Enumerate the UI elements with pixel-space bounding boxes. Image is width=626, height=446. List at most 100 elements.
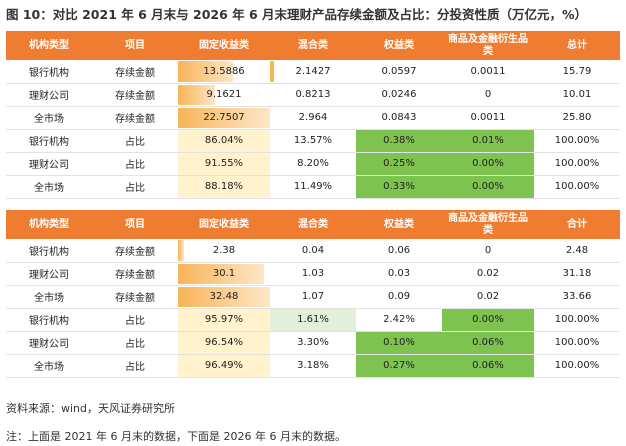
mixed-value: 13.57% [293,135,333,146]
cell-item: 存续金额 [92,239,178,263]
table-row: 理财公司 占比 96.54% 3.30% 0.10% 0.06% 100.00% [6,331,620,355]
mixed-value: 2.1427 [295,65,331,77]
cell-item: 存续金额 [92,262,178,286]
fixed-income-value: 2.38 [212,244,236,256]
fixed-income-value: 30.1 [212,268,236,279]
cell-fixed-income: 88.18% [178,175,270,199]
fixed-income-value: 22.7507 [203,112,245,123]
cell-total: 100.00% [534,308,620,332]
cell-mixed: 3.30% [270,331,356,355]
table-row: 理财公司 存续金额 9.1621 0.8213 0.0246 0 10.01 [6,83,620,107]
col-header-fixed: 固定收益类 [178,210,270,239]
cell-item: 占比 [92,152,178,176]
cell-commodity: 0.00% [442,308,534,332]
cell-total: 31.18 [534,262,620,286]
table-2026: 机构类型 项目 固定收益类 混合类 权益类 商品及金融衍生品类 合计 银行机构存… [6,210,620,378]
cell-commodity: 0.0011 [442,106,534,130]
cell-fixed-income: 22.7507 [178,106,270,130]
cell-commodity: 0.02 [442,285,534,309]
cell-fixed-income: 96.49% [178,354,270,378]
mixed-databar [270,61,274,82]
cell-mixed: 2.1427 [270,60,356,84]
mixed-value: 0.8213 [295,89,331,100]
cell-total: 25.80 [534,106,620,130]
cell-total: 100.00% [534,175,620,199]
fixed-income-databar [178,286,270,307]
mixed-value: 3.18% [297,360,329,371]
cell-item: 占比 [92,354,178,378]
table-row: 全市场 存续金额 22.7507 2.964 0.0843 0.0011 25.80 [6,106,620,130]
fixed-income-databar [178,84,215,105]
cell-fixed-income: 13.5886 [178,60,270,84]
mixed-value: 0.04 [301,244,325,256]
col-header-total: 总计 [534,31,620,60]
col-header-item: 项目 [92,31,178,60]
table-row: 全市场 占比 96.49% 3.18% 0.27% 0.06% 100.00% [6,354,620,378]
fixed-income-databar [178,61,234,82]
mixed-value: 2.964 [298,112,328,123]
table-row: 理财公司 存续金额 30.1 1.03 0.03 0.02 31.18 [6,262,620,286]
cell-commodity: 0.01% [442,129,534,153]
cell-total: 10.01 [534,83,620,107]
cell-item: 存续金额 [92,60,178,84]
cell-institution: 理财公司 [6,262,92,286]
cell-equity: 0.27% [356,354,442,378]
cell-commodity: 0.06% [442,354,534,378]
mixed-value: 3.30% [297,337,329,348]
cell-item: 占比 [92,308,178,332]
cell-institution: 理财公司 [6,83,92,107]
cell-mixed: 3.18% [270,354,356,378]
col-header-commodity: 商品及金融衍生品类 [442,31,534,60]
cell-fixed-income: 96.54% [178,331,270,355]
cell-equity: 2.42% [356,308,442,332]
cell-fixed-income: 32.48 [178,285,270,309]
cell-institution: 银行机构 [6,129,92,153]
fixed-income-databar [178,107,270,128]
cell-fixed-income: 91.55% [178,152,270,176]
cell-equity: 0.25% [356,152,442,176]
cell-commodity: 0.00% [442,175,534,199]
cell-institution: 银行机构 [6,60,92,84]
cell-equity: 0.0597 [356,60,442,84]
cell-commodity: 0.02 [442,262,534,286]
table-row: 全市场 占比 88.18% 11.49% 0.33% 0.00% 100.00% [6,175,620,199]
cell-item: 存续金额 [92,83,178,107]
cell-equity: 0.0843 [356,106,442,130]
col-header-mixed: 混合类 [270,31,356,60]
mixed-value: 1.03 [301,268,325,279]
cell-item: 占比 [92,175,178,199]
mixed-value: 1.07 [301,291,325,302]
table-row: 银行机构 存续金额 2.38 0.04 0.06 0 2.48 [6,239,620,263]
cell-mixed: 1.03 [270,262,356,286]
col-header-mixed: 混合类 [270,210,356,239]
cell-mixed: 11.49% [270,175,356,199]
table-row: 银行机构 存续金额 13.5886 2.1427 0.0597 0.0011 15.79 [6,60,620,84]
cell-institution: 银行机构 [6,308,92,332]
fixed-income-value: 88.18% [204,181,244,192]
cell-equity: 0.09 [356,285,442,309]
table-row: 银行机构 占比 95.97% 1.61% 2.42% 0.00% 100.00% [6,308,620,332]
table-2021: 机构类型 项目 固定收益类 混合类 权益类 商品及金融衍生品类 总计 银行机构存… [6,31,620,199]
cell-total: 2.48 [534,239,620,263]
fixed-income-databar [178,263,264,284]
fixed-income-value: 86.04% [204,135,244,146]
cell-commodity: 0.00% [442,152,534,176]
fixed-income-value: 96.49% [204,360,244,371]
cell-equity: 0.10% [356,331,442,355]
table-row: 银行机构 占比 86.04% 13.57% 0.38% 0.01% 100.00% [6,129,620,153]
cell-institution: 全市场 [6,354,92,378]
mixed-value: 8.20% [297,158,329,169]
cell-total: 33.66 [534,285,620,309]
fixed-income-value: 9.1621 [206,89,242,100]
cell-institution: 银行机构 [6,239,92,263]
cell-commodity: 0 [442,239,534,263]
cell-institution: 全市场 [6,285,92,309]
cell-fixed-income: 2.38 [178,239,270,263]
fixed-income-value: 96.54% [204,337,244,348]
col-header-equity: 权益类 [356,31,442,60]
cell-equity: 0.38% [356,129,442,153]
fixed-income-value: 95.97% [204,314,244,325]
col-header-equity: 权益类 [356,210,442,239]
col-header-fixed: 固定收益类 [178,31,270,60]
cell-institution: 理财公司 [6,331,92,355]
